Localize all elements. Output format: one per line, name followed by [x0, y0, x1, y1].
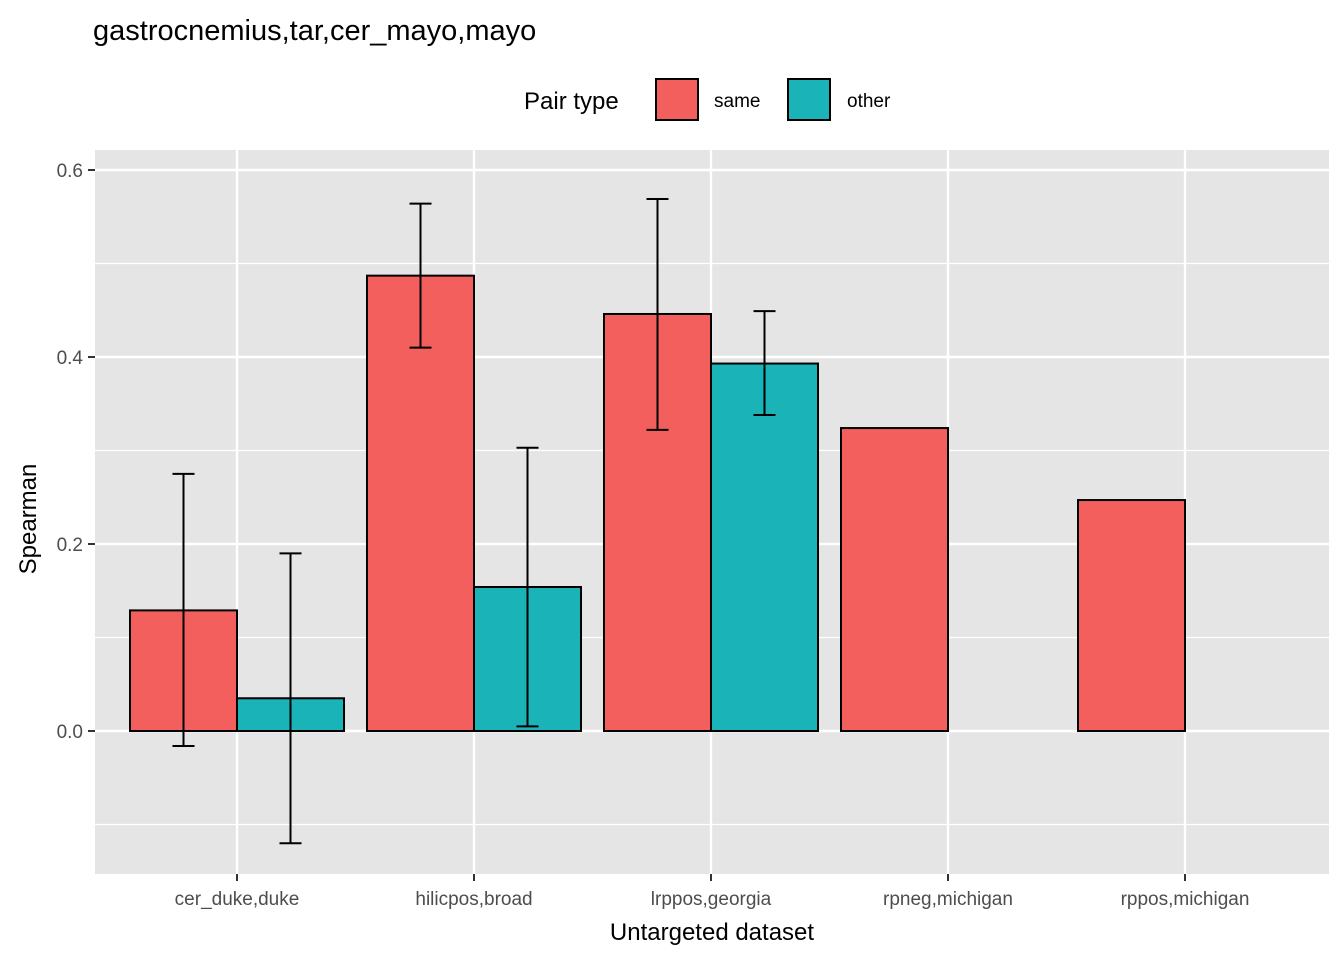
bar	[603, 312, 712, 732]
x-tick-label: cer_duke,duke	[175, 889, 300, 910]
bar	[840, 427, 949, 732]
bar	[710, 362, 819, 732]
chart-title: gastrocnemius,tar,cer_mayo,mayo	[93, 15, 536, 47]
x-tick-label: rpneg,michigan	[883, 889, 1013, 910]
bar	[366, 274, 475, 732]
y-axis-label: Spearman	[15, 464, 42, 575]
error-bar	[279, 552, 302, 845]
legend-title: Pair type	[524, 88, 619, 115]
legend-key-same	[655, 78, 699, 121]
y-tick-label: 0.2	[57, 535, 83, 556]
error-bar	[172, 472, 195, 747]
y-tick-label: 0.4	[57, 348, 84, 369]
error-bar	[516, 446, 539, 728]
x-tick-label: hilicpos,broad	[415, 889, 532, 910]
legend-key-other	[787, 78, 831, 121]
y-tick-label: 0.0	[57, 722, 83, 743]
error-bar	[753, 310, 776, 416]
x-tick-label: lrppos,georgia	[651, 889, 772, 910]
error-bar	[409, 202, 432, 349]
x-tick-label: rppos,michigan	[1121, 889, 1250, 910]
legend-label-same: same	[714, 91, 760, 112]
bar	[1077, 499, 1186, 732]
y-tick-label: 0.6	[57, 161, 83, 182]
x-axis-label: Untargeted dataset	[610, 919, 814, 946]
error-bar	[646, 197, 669, 431]
legend-label-other: other	[847, 91, 891, 112]
legend: Pair type same other	[524, 78, 891, 121]
